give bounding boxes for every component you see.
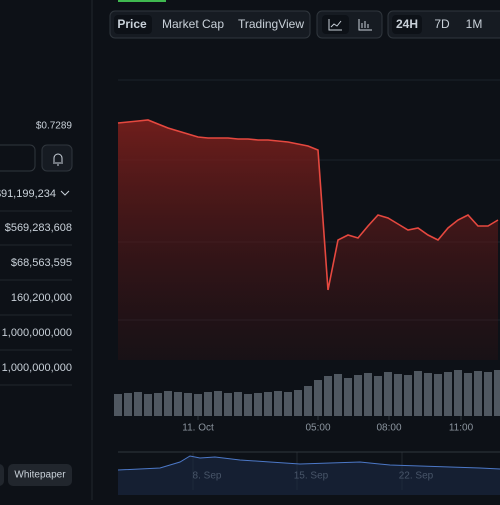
whitepaper-button[interactable] [8, 464, 72, 486]
view-tab[interactable]: Market Cap [162, 17, 224, 31]
volume-bar [224, 393, 232, 416]
volume-bar [334, 374, 342, 416]
volume-bar [184, 393, 192, 416]
stat-value: $569,283,608 [5, 222, 72, 234]
range-tab[interactable]: 24H [396, 17, 418, 31]
volume-bar [394, 374, 402, 416]
volume-bar [124, 393, 132, 416]
volume-bar [244, 394, 252, 416]
volume-bar [424, 373, 432, 416]
chevron [60, 190, 70, 196]
volume-bar [234, 392, 242, 416]
x-tick-label: 08:00 [376, 423, 401, 434]
volume-bar [284, 392, 292, 416]
volume-bar [404, 375, 412, 416]
input[interactable] [0, 144, 36, 172]
navigator-area [118, 456, 500, 495]
volume-bar [144, 394, 152, 416]
stat-value: $91,199,234 [0, 188, 56, 200]
view-tab[interactable]: Price [117, 17, 147, 31]
volume-bar [264, 392, 272, 416]
volume-bar [114, 394, 122, 416]
volume-bar [304, 386, 312, 416]
x-tick-label: 11. Oct [182, 423, 214, 434]
volume-bar [484, 372, 492, 416]
tab-selected [114, 15, 152, 34]
volume-bar [294, 390, 302, 416]
volume-bar [194, 394, 202, 416]
candle-toggle[interactable] [358, 19, 372, 31]
volume-bar [434, 374, 442, 416]
x-tick-label: 05:00 [305, 423, 330, 434]
range-tab[interactable]: 1M [466, 17, 483, 31]
volume-bar [324, 376, 332, 416]
volume-bar [374, 376, 382, 416]
volume-bar [344, 378, 352, 416]
price: $0.7289 [36, 121, 73, 132]
volume-bar [134, 392, 142, 416]
stat-value: $68,563,595 [11, 257, 72, 269]
price-area [118, 120, 498, 360]
volume-bar [364, 373, 372, 416]
volume-bar [464, 373, 472, 416]
volume-bar [494, 370, 500, 416]
bell-icon [53, 153, 63, 166]
volume-bar [164, 391, 172, 416]
range-tab[interactable]: 7D [434, 17, 450, 31]
volume-bar [204, 392, 212, 416]
volume-bar [154, 393, 162, 416]
volume-bar [314, 380, 322, 416]
navigator-line [117, 455, 500, 471]
volume-bar [174, 392, 182, 416]
view-tabs [109, 10, 311, 39]
price-line [117, 119, 499, 291]
volume-bar [384, 372, 392, 416]
view-tab[interactable]: TradingView [238, 17, 304, 31]
whitepaper-label: Whitepaper [14, 470, 66, 481]
volume-bar [214, 391, 222, 416]
button[interactable] [0, 464, 4, 486]
volume-bar [474, 371, 482, 416]
line-icon [328, 19, 342, 31]
volume-bar [454, 370, 462, 416]
volume-bar [274, 391, 282, 416]
stat-value: 160,200,000 [11, 292, 72, 304]
stat-value: 1,000,000,000 [2, 362, 72, 374]
alert-button[interactable] [41, 144, 73, 172]
x-tick-label: 11:00 [449, 423, 474, 434]
stat-value: 1,000,000,000 [2, 327, 72, 339]
volume-bar [354, 375, 362, 416]
volume-bar [254, 393, 262, 416]
accent [118, 0, 166, 2]
tab-selected [392, 15, 422, 34]
volume-bar [444, 372, 452, 416]
volume-bar [414, 371, 422, 416]
